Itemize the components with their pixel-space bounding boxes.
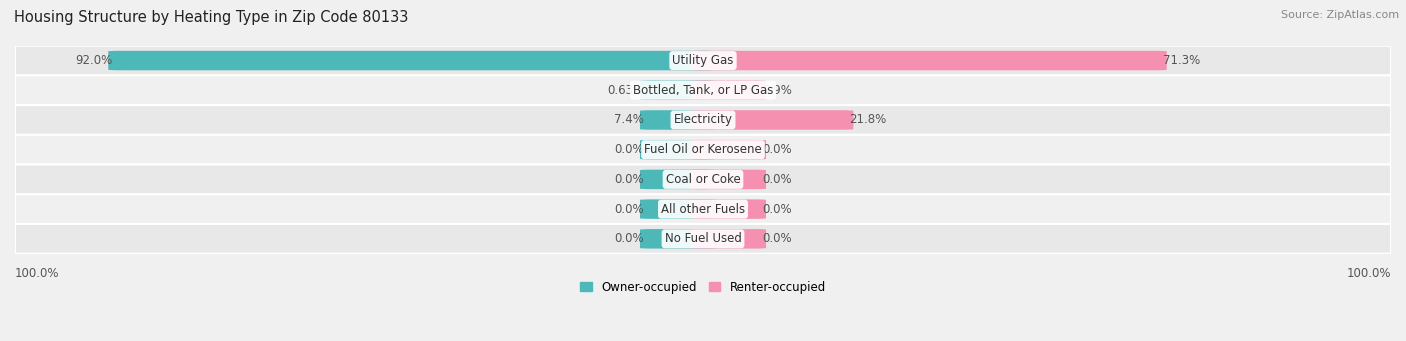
Text: 71.3%: 71.3% <box>1163 54 1199 67</box>
Text: Source: ZipAtlas.com: Source: ZipAtlas.com <box>1281 10 1399 20</box>
FancyBboxPatch shape <box>15 135 1391 165</box>
Text: No Fuel Used: No Fuel Used <box>665 232 741 245</box>
Text: 0.0%: 0.0% <box>614 173 644 186</box>
FancyBboxPatch shape <box>640 80 716 100</box>
FancyBboxPatch shape <box>640 140 716 160</box>
Text: 0.0%: 0.0% <box>762 232 792 245</box>
FancyBboxPatch shape <box>690 170 766 189</box>
Text: 100.0%: 100.0% <box>15 267 59 280</box>
FancyBboxPatch shape <box>15 75 1391 105</box>
Text: Bottled, Tank, or LP Gas: Bottled, Tank, or LP Gas <box>633 84 773 97</box>
FancyBboxPatch shape <box>15 46 1391 75</box>
FancyBboxPatch shape <box>15 194 1391 224</box>
Text: 100.0%: 100.0% <box>1347 267 1391 280</box>
Text: Coal or Coke: Coal or Coke <box>665 173 741 186</box>
Text: 0.0%: 0.0% <box>762 203 792 216</box>
FancyBboxPatch shape <box>690 110 853 130</box>
FancyBboxPatch shape <box>108 51 716 70</box>
Text: Housing Structure by Heating Type in Zip Code 80133: Housing Structure by Heating Type in Zip… <box>14 10 408 25</box>
Text: 0.0%: 0.0% <box>614 203 644 216</box>
Text: 0.0%: 0.0% <box>762 143 792 156</box>
Text: Utility Gas: Utility Gas <box>672 54 734 67</box>
FancyBboxPatch shape <box>690 199 766 219</box>
FancyBboxPatch shape <box>15 105 1391 135</box>
Text: 0.0%: 0.0% <box>614 143 644 156</box>
FancyBboxPatch shape <box>690 140 766 160</box>
Text: 7.4%: 7.4% <box>614 114 644 127</box>
Legend: Owner-occupied, Renter-occupied: Owner-occupied, Renter-occupied <box>579 281 827 294</box>
Text: 0.63%: 0.63% <box>607 84 644 97</box>
FancyBboxPatch shape <box>690 80 766 100</box>
Text: 0.0%: 0.0% <box>614 232 644 245</box>
Text: 6.9%: 6.9% <box>762 84 792 97</box>
FancyBboxPatch shape <box>640 229 716 249</box>
FancyBboxPatch shape <box>690 51 1167 70</box>
FancyBboxPatch shape <box>690 229 766 249</box>
Text: All other Fuels: All other Fuels <box>661 203 745 216</box>
FancyBboxPatch shape <box>640 110 716 130</box>
FancyBboxPatch shape <box>15 224 1391 254</box>
Text: Fuel Oil or Kerosene: Fuel Oil or Kerosene <box>644 143 762 156</box>
FancyBboxPatch shape <box>15 165 1391 194</box>
FancyBboxPatch shape <box>640 170 716 189</box>
Text: Electricity: Electricity <box>673 114 733 127</box>
Text: 21.8%: 21.8% <box>849 114 887 127</box>
FancyBboxPatch shape <box>640 199 716 219</box>
Text: 0.0%: 0.0% <box>762 173 792 186</box>
Text: 92.0%: 92.0% <box>75 54 112 67</box>
